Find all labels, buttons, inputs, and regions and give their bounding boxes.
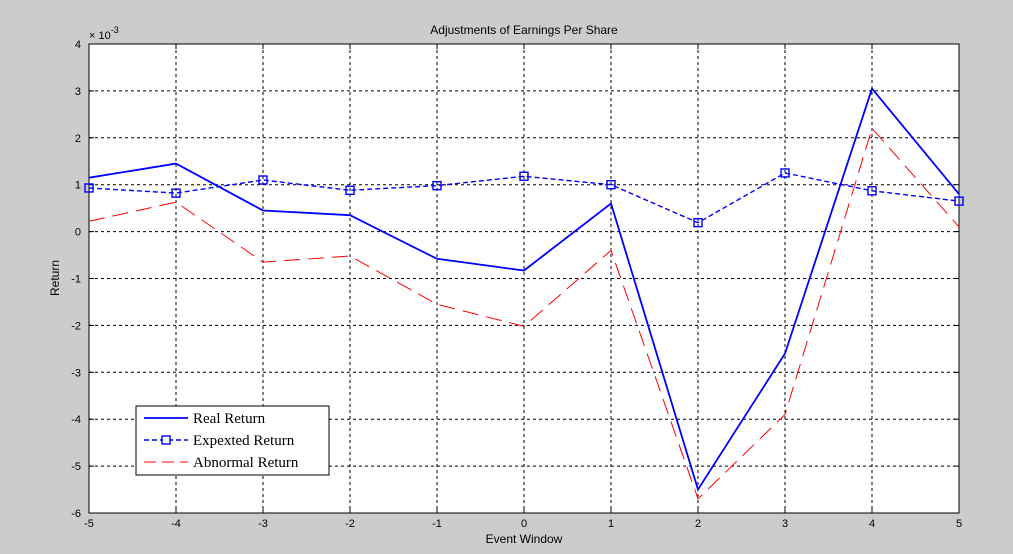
data-point-expexted-return (84, 183, 94, 193)
y-axis-ticks: -6 -5 -4 -3 -2 -1 0 1 2 3 4 (71, 39, 959, 520)
x-axis-label: Event Window (486, 532, 563, 546)
data-point-expexted-return (780, 168, 790, 178)
data-point-expexted-return (432, 180, 442, 191)
y-exponent-base: × 10 (89, 30, 111, 42)
legend: Real Return Expexted Return Abnormal Retur… (135, 405, 330, 476)
legend-marker-expexted-return (161, 435, 171, 445)
x-tick-label: -3 (258, 518, 268, 530)
y-tick-label: -3 (71, 367, 81, 379)
data-point-expexted-return (171, 188, 181, 198)
data-point-expexted-return (867, 186, 877, 196)
y-tick-label: 1 (75, 180, 81, 192)
data-point-expexted-return (345, 185, 355, 196)
y-exponent-label: × 10-3 (89, 25, 119, 42)
series-line-abnormal-return (88, 127, 960, 500)
legend-label-abnormal-return: Abnormal Return (193, 455, 299, 471)
x-tick-label: -5 (84, 518, 94, 530)
data-point-expexted-return (519, 171, 529, 181)
y-tick-label: -1 (71, 274, 81, 286)
y-tick-label: -2 (71, 320, 81, 332)
chart-title: Adjustments of Earnings Per Share (430, 23, 618, 37)
y-tick-label: 4 (75, 39, 81, 51)
y-axis-label: Return (48, 260, 62, 296)
y-tick-label: -4 (71, 414, 81, 426)
data-point-expexted-return (606, 179, 616, 190)
x-tick-label: 0 (521, 518, 527, 530)
legend-label-expexted-return: Expexted Return (193, 433, 295, 449)
x-tick-label: -4 (171, 518, 181, 530)
series-group (84, 86, 964, 500)
series-line-expexted-return (88, 172, 960, 224)
x-axis-ticks: -5 -4 -3 -2 -1 0 1 2 3 4 5 (84, 44, 962, 530)
y-tick-label: -5 (71, 461, 81, 473)
x-tick-label: 2 (695, 518, 701, 530)
y-tick-label: 2 (75, 133, 81, 145)
y-exponent-power: -3 (111, 25, 119, 35)
legend-items: Real Return Expexted Return Abnormal Retur… (144, 411, 299, 471)
series-line-real-return (88, 86, 960, 492)
y-tick-label: 3 (75, 86, 81, 98)
data-point-expexted-return (258, 175, 268, 185)
x-tick-label: 5 (956, 518, 962, 530)
x-tick-label: 3 (782, 518, 788, 530)
x-tick-label: -1 (432, 518, 442, 530)
y-tick-label: 0 (75, 227, 81, 239)
legend-label-real-return: Real Return (193, 411, 266, 427)
x-tick-label: 1 (608, 518, 614, 530)
data-point-expexted-return (954, 196, 964, 206)
y-tick-label: -6 (71, 508, 81, 520)
data-point-expexted-return (693, 217, 703, 228)
x-tick-label: 4 (869, 518, 875, 530)
x-tick-label: -2 (345, 518, 355, 530)
